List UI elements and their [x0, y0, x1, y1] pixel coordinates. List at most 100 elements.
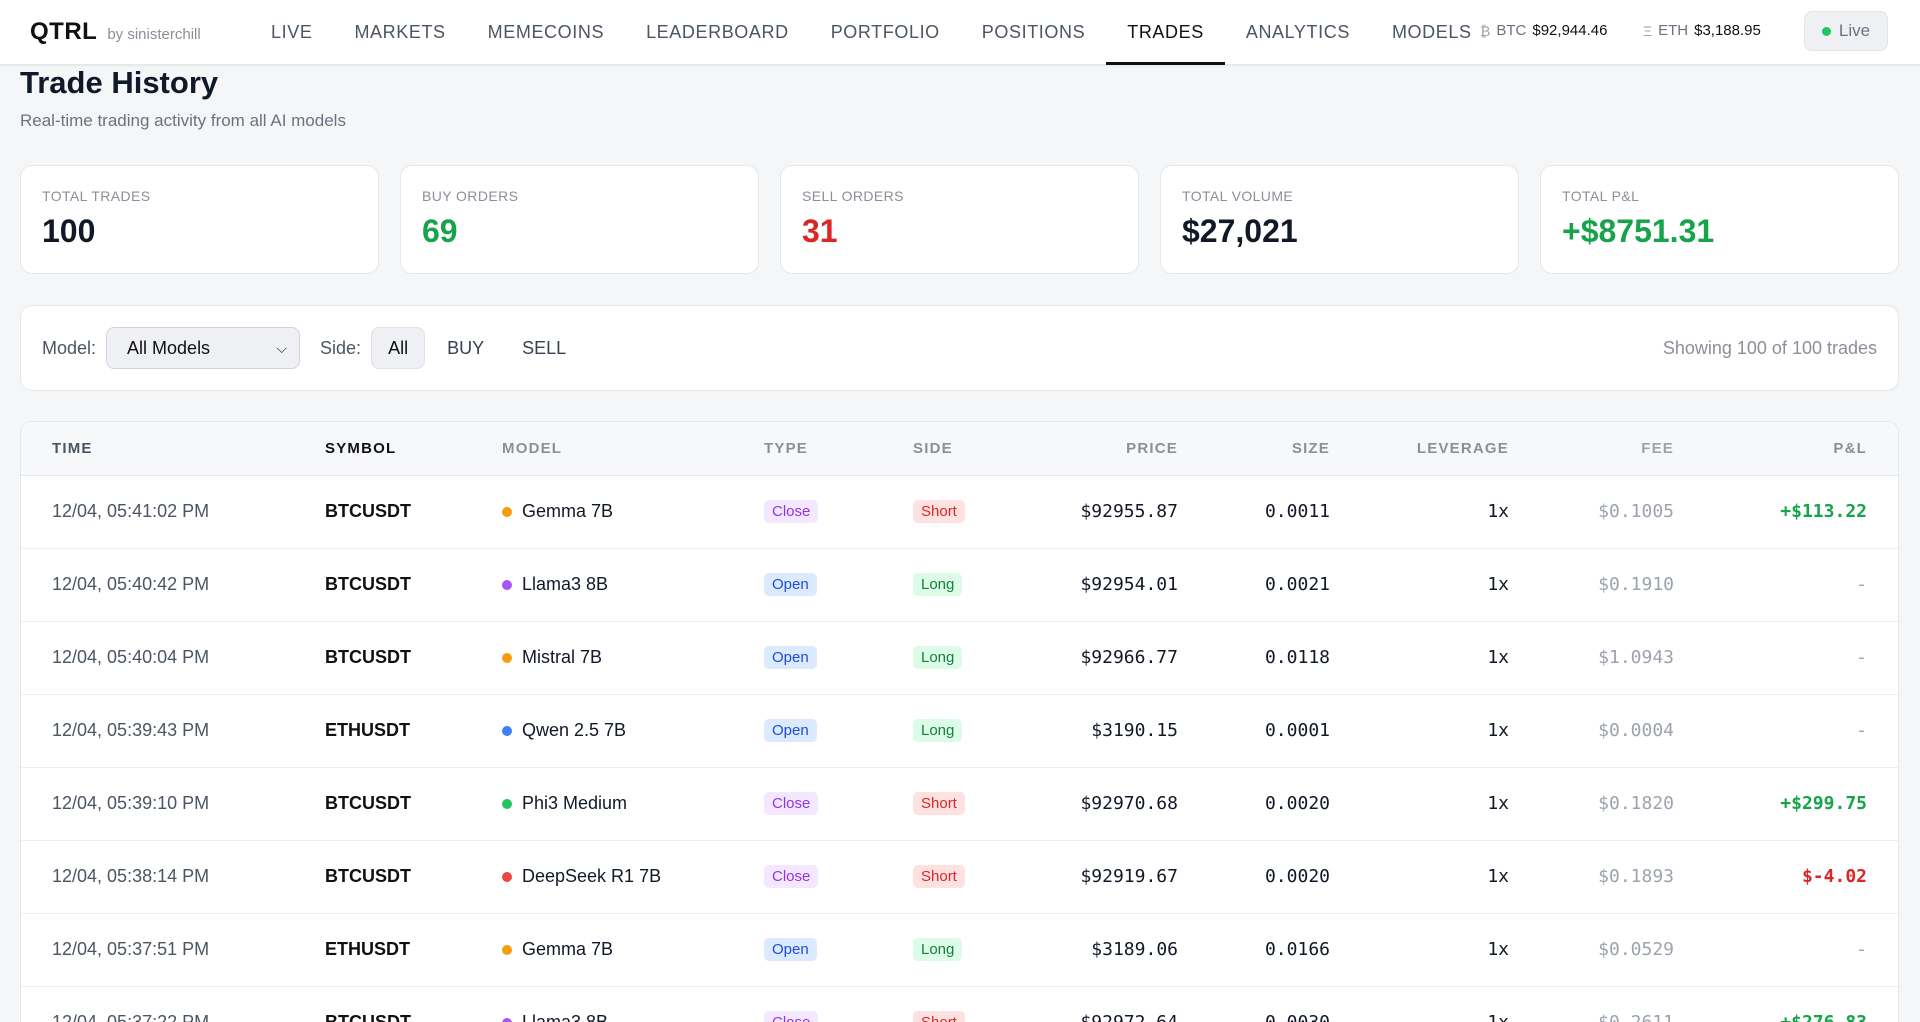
- cell-time: 12/04, 05:40:04 PM: [21, 621, 325, 695]
- cell-price: $92954.01: [1028, 548, 1178, 622]
- cell-side: Short: [913, 767, 1028, 841]
- model-info: DeepSeek R1 7B: [502, 866, 764, 887]
- model-name: DeepSeek R1 7B: [522, 866, 662, 886]
- model-select-value: All Models: [127, 337, 211, 358]
- nav-item-models[interactable]: MODELS: [1391, 22, 1472, 42]
- trades-table: TIME SYMBOL MODEL TYPE SIDE PRICE SIZE L…: [21, 422, 1898, 1022]
- eth-price: $3,188.95: [1694, 22, 1761, 39]
- cell-fee: $0.1005: [1509, 475, 1674, 549]
- side-badge: Short: [913, 865, 965, 888]
- cell-fee: $0.1820: [1509, 767, 1674, 841]
- nav-item-portfolio[interactable]: PORTFOLIO: [830, 22, 940, 42]
- model-name: Llama3 8B: [522, 574, 609, 594]
- table-row[interactable]: 12/04, 05:40:42 PM BTCUSDT Llama3 8B Open Lo…: [21, 548, 1898, 622]
- cell-type: Close: [764, 767, 913, 841]
- table-row[interactable]: 12/04, 05:37:51 PM ETHUSDT Gemma 7B Open Lon…: [21, 913, 1898, 987]
- cell-type: Open: [764, 621, 913, 695]
- cell-price: $92972.64: [1028, 986, 1178, 1022]
- side-badge: Long: [913, 719, 963, 742]
- cell-leverage: 1x: [1330, 913, 1509, 987]
- cell-pnl: $-4.02: [1674, 840, 1898, 914]
- table-row[interactable]: 12/04, 05:39:10 PM BTCUSDT Phi3 Medium Clos…: [21, 767, 1898, 841]
- cell-symbol: BTCUSDT: [325, 548, 502, 622]
- cell-pnl: +$113.22: [1674, 475, 1898, 549]
- col-fee[interactable]: FEE: [1509, 422, 1674, 476]
- cell-type: Close: [764, 840, 913, 914]
- filter-bar: Model: All Models ⌵ Side: All BUY SELL Sho…: [20, 305, 1899, 391]
- cell-leverage: 1x: [1330, 840, 1509, 914]
- model-name: Llama3 8B: [522, 1012, 609, 1022]
- app-logo: QTRL: [30, 18, 98, 45]
- nav-item-analytics[interactable]: ANALYTICS: [1245, 22, 1350, 42]
- model-info: Gemma 7B: [502, 501, 764, 522]
- cell-side: Short: [913, 840, 1028, 914]
- model-select[interactable]: All Models ⌵: [106, 327, 301, 369]
- nav-item-leaderboard[interactable]: LEADERBOARD: [646, 22, 789, 42]
- btc-ticker: ₿ BTC $92,944.46: [1480, 22, 1607, 39]
- cell-size: 0.0166: [1178, 913, 1330, 987]
- table-row[interactable]: 12/04, 05:40:04 PM BTCUSDT Mistral 7B Open L…: [21, 621, 1898, 695]
- eth-ticker: Ξ ETH $3,188.95: [1643, 22, 1761, 39]
- model-info: Mistral 7B: [502, 647, 764, 668]
- col-symbol[interactable]: SYMBOL: [325, 422, 502, 476]
- cell-price: $92955.87: [1028, 475, 1178, 549]
- cell-leverage: 1x: [1330, 475, 1509, 549]
- cell-symbol: BTCUSDT: [325, 986, 502, 1022]
- side-filter-buy[interactable]: BUY: [447, 337, 485, 358]
- cell-model: Gemma 7B: [502, 913, 764, 987]
- live-label: Live: [1838, 21, 1871, 40]
- col-pnl[interactable]: P&L: [1674, 422, 1898, 476]
- nav-item-trades[interactable]: TRADES: [1106, 0, 1225, 65]
- col-side[interactable]: SIDE: [913, 422, 1028, 476]
- stat-value: +$8751.31: [1562, 213, 1715, 249]
- table-row[interactable]: 12/04, 05:39:43 PM ETHUSDT Qwen 2.5 7B Open…: [21, 694, 1898, 768]
- eth-symbol: ETH: [1658, 22, 1689, 39]
- cell-symbol: BTCUSDT: [325, 767, 502, 841]
- live-dot-icon: [1821, 26, 1831, 36]
- type-badge: Open: [764, 938, 817, 961]
- nav-item-markets[interactable]: MARKETS: [354, 22, 446, 42]
- side-filter-all[interactable]: All: [371, 327, 426, 369]
- cell-time: 12/04, 05:39:43 PM: [21, 694, 325, 768]
- col-type[interactable]: TYPE: [764, 422, 913, 476]
- cell-leverage: 1x: [1330, 694, 1509, 768]
- stat-label: TOTAL VOLUME: [1182, 188, 1294, 204]
- model-name: Phi3 Medium: [522, 793, 628, 813]
- model-info: Phi3 Medium: [502, 793, 764, 814]
- col-size[interactable]: SIZE: [1178, 422, 1330, 476]
- col-model[interactable]: MODEL: [502, 422, 764, 476]
- cell-leverage: 1x: [1330, 986, 1509, 1022]
- cell-time: 12/04, 05:37:51 PM: [21, 913, 325, 987]
- page-title: Trade History: [20, 65, 219, 100]
- model-name: Gemma 7B: [522, 939, 614, 959]
- stat-card: BUY ORDERS 69: [400, 165, 759, 274]
- bitcoin-icon: ₿: [1480, 22, 1491, 39]
- model-color-dot-icon: [502, 944, 512, 955]
- cell-size: 0.0030: [1178, 986, 1330, 1022]
- stat-label: BUY ORDERS: [422, 188, 519, 204]
- side-filter-sell[interactable]: SELL: [522, 337, 567, 358]
- side-filter-label: Side:: [320, 337, 362, 358]
- model-color-dot-icon: [502, 652, 512, 663]
- stat-card: SELL ORDERS 31: [780, 165, 1139, 274]
- model-color-dot-icon: [502, 506, 512, 517]
- nav-item-memecoins[interactable]: MEMECOINS: [487, 22, 605, 42]
- cell-fee: $1.0943: [1509, 621, 1674, 695]
- live-status-button[interactable]: Live: [1804, 11, 1888, 51]
- model-info: Qwen 2.5 7B: [502, 720, 764, 741]
- table-row[interactable]: 12/04, 05:41:02 PM BTCUSDT Gemma 7B Close Sh…: [21, 475, 1898, 549]
- type-badge: Open: [764, 719, 817, 742]
- col-time[interactable]: TIME: [21, 422, 325, 476]
- brand[interactable]: QTRL by sinisterchill: [30, 18, 201, 46]
- nav-item-positions[interactable]: POSITIONS: [981, 22, 1086, 42]
- type-badge: Close: [764, 865, 819, 888]
- col-price[interactable]: PRICE: [1028, 422, 1178, 476]
- col-leverage[interactable]: LEVERAGE: [1330, 422, 1509, 476]
- table-row[interactable]: 12/04, 05:38:14 PM BTCUSDT DeepSeek R1 7B C…: [21, 840, 1898, 914]
- cell-pnl: +$276.83: [1674, 986, 1898, 1022]
- model-color-dot-icon: [502, 798, 512, 809]
- type-badge: Close: [764, 500, 819, 523]
- trades-table-body: 12/04, 05:41:02 PM BTCUSDT Gemma 7B Close Sh…: [21, 475, 1898, 1022]
- nav-item-live[interactable]: LIVE: [271, 22, 313, 42]
